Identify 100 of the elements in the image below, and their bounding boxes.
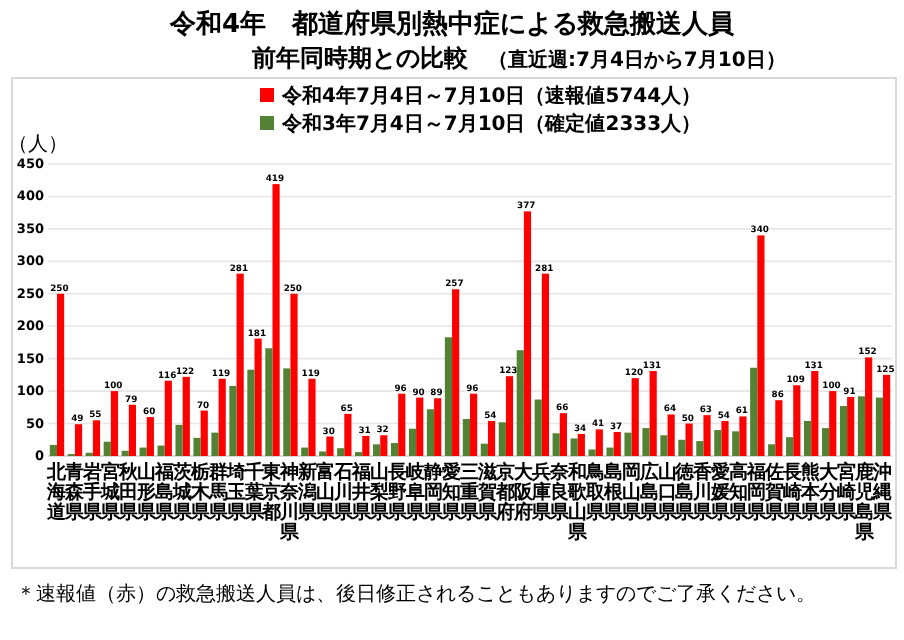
bar: [624, 432, 632, 456]
bar: [732, 431, 740, 456]
bar: [74, 424, 83, 456]
bar: [703, 415, 711, 456]
bar: [218, 378, 226, 456]
bar: [182, 376, 190, 456]
bar: [757, 235, 765, 456]
bar: [541, 273, 550, 456]
bar: [229, 385, 237, 456]
bar: [480, 443, 488, 456]
bar: [498, 422, 506, 456]
bar: [373, 444, 381, 456]
bar: [739, 416, 747, 456]
bar: [523, 211, 532, 456]
bar: [434, 398, 442, 456]
bar: [290, 293, 298, 456]
bar: [667, 414, 675, 456]
bar: [804, 420, 812, 456]
bar: [875, 397, 884, 456]
bar: [265, 348, 273, 456]
bar: [631, 378, 639, 456]
bar: [714, 430, 722, 456]
bar: [380, 435, 388, 456]
bar: [92, 420, 101, 456]
bar: [49, 444, 57, 456]
bar: [103, 441, 111, 456]
x-tick-label: 島根県: [601, 460, 626, 524]
bar: [660, 435, 668, 456]
bar: [775, 400, 783, 456]
bar: [308, 378, 316, 456]
bar: [211, 432, 219, 456]
bar: [247, 369, 255, 456]
bar: [577, 433, 585, 456]
bar: [793, 385, 801, 456]
bar: [254, 338, 262, 456]
bar: [678, 439, 686, 456]
chart-title: 令和4年 都道府県別熱中症による救急搬送人員: [167, 8, 737, 40]
bar: [649, 371, 657, 456]
bar: [146, 417, 154, 456]
bar: [326, 436, 334, 456]
x-tick-label: 沖縄県: [871, 460, 896, 524]
bar: [786, 437, 794, 456]
bar: [829, 391, 837, 456]
bar: [696, 441, 704, 456]
bar: [470, 393, 478, 456]
bar: [157, 445, 165, 456]
bar: [416, 397, 424, 456]
bar: [570, 438, 578, 456]
bar: [847, 396, 855, 456]
bar: [344, 413, 352, 456]
bar: [865, 357, 873, 456]
bar: [193, 437, 201, 456]
bar: [811, 371, 819, 456]
bar: [505, 376, 514, 456]
bar: [613, 431, 621, 456]
bar: [595, 429, 603, 456]
bar: [750, 367, 758, 456]
bar: [301, 447, 309, 456]
x-tick-label: 京都府: [493, 460, 516, 524]
bar: [452, 289, 460, 456]
bar: [821, 428, 830, 456]
bar: [337, 448, 345, 456]
bar: [559, 413, 567, 456]
bar: [128, 404, 136, 456]
bar: [534, 399, 542, 456]
bar: [236, 273, 244, 456]
bar: [362, 435, 370, 456]
legend-label: 令和4年7月4日～7月10日（速報値5744人）: [280, 84, 702, 108]
bar: [283, 368, 291, 456]
y-axis-title: （人）: [8, 134, 68, 156]
bar: [139, 447, 147, 456]
bar: [883, 374, 891, 456]
chart-subtitle: 前年同時期との比較: [250, 44, 470, 72]
bar: [606, 447, 614, 456]
bar: [552, 433, 560, 456]
legend-label: 令和3年7月4日～7月10日（確定値2333人）: [280, 112, 702, 136]
text: （直近週:7月4日から7月10日）: [488, 48, 786, 72]
bar: [857, 396, 866, 456]
bar: [110, 391, 119, 456]
bar: [390, 443, 399, 456]
bar: [642, 428, 650, 456]
bar: [398, 393, 406, 456]
bar: [56, 293, 65, 456]
bar: [272, 184, 280, 456]
x-tick-label: 広島県: [637, 460, 662, 524]
bar: [200, 410, 208, 456]
bar: [768, 444, 776, 456]
bar: [121, 450, 129, 456]
bar: [462, 419, 470, 456]
bar: [164, 380, 172, 456]
bar: [426, 409, 435, 456]
bar: [175, 424, 183, 456]
bar: [444, 337, 453, 456]
bar: [408, 428, 417, 456]
text: ＊速報値（赤）の救急搬送人員は、後日修正されることもありますのでご了承ください。: [16, 582, 816, 606]
bar: [487, 420, 496, 456]
bar: [721, 420, 729, 456]
bar: [839, 406, 848, 456]
bar: [685, 423, 693, 456]
bar: [516, 350, 524, 456]
